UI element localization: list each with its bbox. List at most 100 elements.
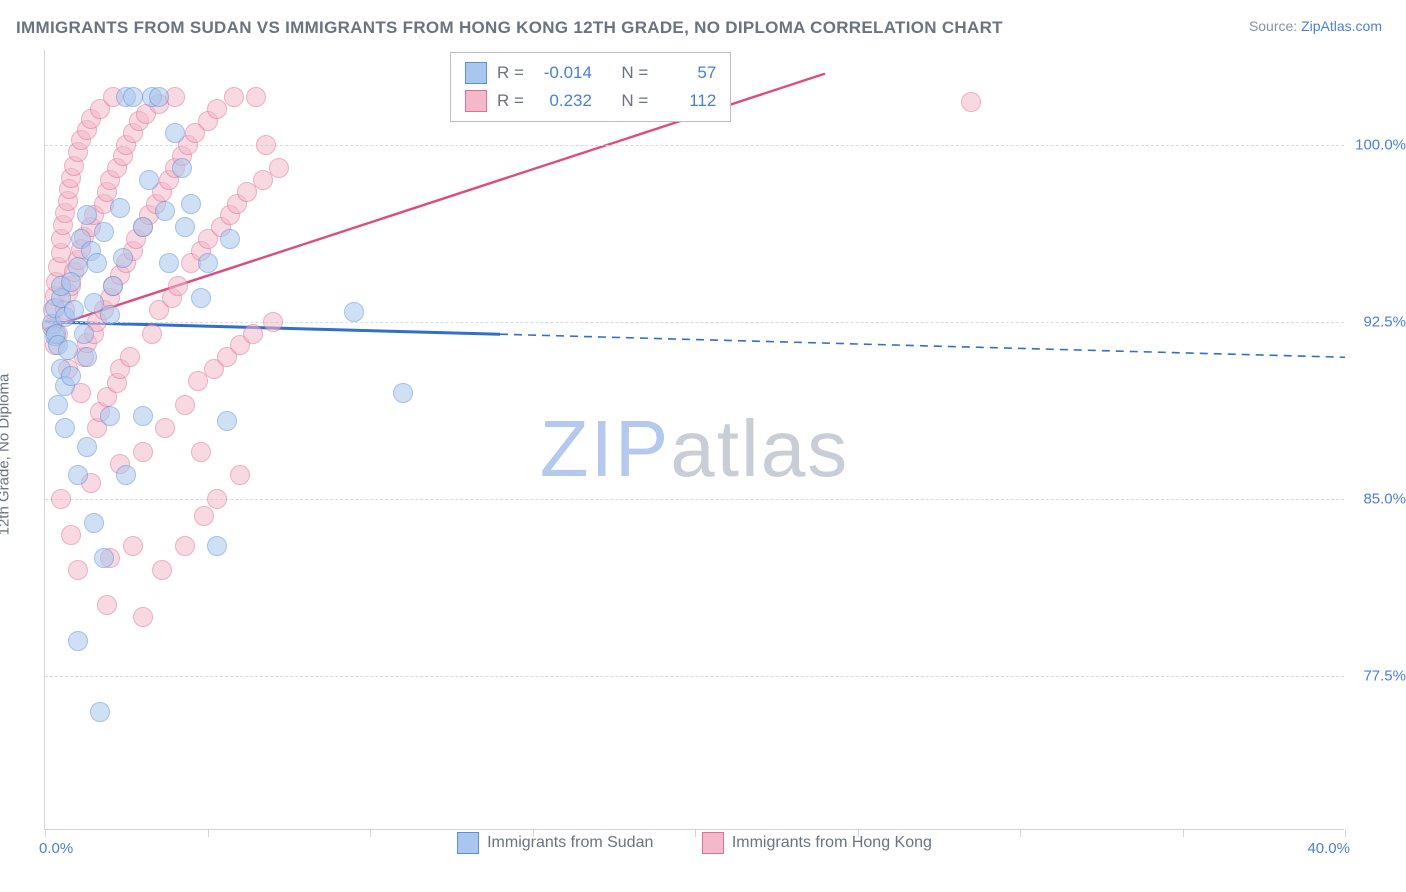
data-point — [61, 525, 81, 545]
data-point — [256, 135, 276, 155]
data-point — [191, 288, 211, 308]
data-point — [159, 253, 179, 273]
data-point — [269, 158, 289, 178]
x-tick-mark — [533, 829, 534, 837]
data-point — [155, 201, 175, 221]
y-tick-label: 92.5% — [1350, 313, 1406, 330]
data-point — [110, 198, 130, 218]
data-point — [90, 702, 110, 722]
y-tick-label: 100.0% — [1350, 136, 1406, 153]
swatch-icon — [702, 832, 724, 854]
data-point — [152, 560, 172, 580]
x-tick-mark — [208, 829, 209, 837]
x-tick-mark — [1020, 829, 1021, 837]
data-point — [220, 229, 240, 249]
legend-row-series-1: R = -0.014 N = 57 — [465, 59, 716, 87]
legend-item-1: Immigrants from Sudan — [457, 832, 653, 854]
x-tick-mark — [45, 829, 46, 837]
trend-lines — [45, 50, 1345, 830]
source-attribution: Source: ZipAtlas.com — [1249, 18, 1382, 34]
x-tick-mark — [1183, 829, 1184, 837]
data-point — [77, 347, 97, 367]
r-label: R = — [497, 63, 524, 83]
data-point — [51, 489, 71, 509]
watermark: ZIPatlas — [540, 403, 849, 495]
data-point — [207, 536, 227, 556]
data-point — [243, 324, 263, 344]
data-point — [191, 442, 211, 462]
data-point — [175, 217, 195, 237]
y-tick-label: 77.5% — [1350, 668, 1406, 685]
r-value-2: 0.232 — [534, 91, 592, 111]
series-1-name: Immigrants from Sudan — [487, 834, 653, 852]
n-label: N = — [621, 91, 648, 111]
data-point — [393, 383, 413, 403]
legend-item-2: Immigrants from Hong Kong — [702, 832, 932, 854]
data-point — [55, 418, 75, 438]
y-axis-label: 12th Grade, No Diploma — [0, 374, 13, 536]
data-point — [58, 340, 78, 360]
gridline-h — [45, 676, 1344, 677]
data-point — [48, 395, 68, 415]
data-point — [77, 437, 97, 457]
data-point — [207, 489, 227, 509]
x-tick-mark — [695, 829, 696, 837]
data-point — [61, 366, 81, 386]
data-point — [344, 302, 364, 322]
legend-row-series-2: R = 0.232 N = 112 — [465, 87, 716, 115]
correlation-legend: R = -0.014 N = 57 R = 0.232 N = 112 — [450, 52, 731, 122]
data-point — [116, 465, 136, 485]
gridline-h — [45, 145, 1344, 146]
data-point — [87, 253, 107, 273]
data-point — [246, 87, 266, 107]
data-point — [103, 276, 123, 296]
swatch-icon — [457, 832, 479, 854]
series-2-name: Immigrants from Hong Kong — [732, 834, 932, 852]
data-point — [194, 506, 214, 526]
data-point — [230, 465, 250, 485]
data-point — [168, 276, 188, 296]
data-point — [64, 300, 84, 320]
data-point — [133, 217, 153, 237]
data-point — [139, 170, 159, 190]
data-point — [100, 406, 120, 426]
data-point — [94, 548, 114, 568]
data-point — [74, 324, 94, 344]
data-point — [172, 158, 192, 178]
data-point — [68, 631, 88, 651]
data-point — [961, 92, 981, 112]
data-point — [94, 222, 114, 242]
n-label: N = — [621, 63, 648, 83]
data-point — [113, 248, 133, 268]
data-point — [97, 595, 117, 615]
data-point — [68, 465, 88, 485]
r-value-1: -0.014 — [534, 63, 592, 83]
data-point — [77, 205, 97, 225]
data-point — [100, 305, 120, 325]
x-tick-mark — [370, 829, 371, 837]
data-point — [123, 536, 143, 556]
data-point — [61, 272, 81, 292]
gridline-h — [45, 322, 1344, 323]
source-prefix: Source: — [1249, 18, 1301, 34]
scatter-plot: ZIPatlas R = -0.014 N = 57 R = 0.232 N =… — [44, 50, 1344, 830]
data-point — [217, 411, 237, 431]
source-link[interactable]: ZipAtlas.com — [1301, 18, 1382, 34]
x-tick-mark — [858, 829, 859, 837]
swatch-series-2 — [465, 90, 487, 112]
data-point — [123, 87, 143, 107]
data-point — [133, 442, 153, 462]
data-point — [165, 123, 185, 143]
data-point — [224, 87, 244, 107]
r-label: R = — [497, 91, 524, 111]
data-point — [133, 406, 153, 426]
data-point — [175, 395, 195, 415]
data-point — [263, 312, 283, 332]
data-point — [198, 253, 218, 273]
watermark-part-b: atlas — [670, 404, 849, 493]
n-value-2: 112 — [658, 91, 716, 111]
data-point — [142, 324, 162, 344]
data-point — [84, 513, 104, 533]
data-point — [155, 418, 175, 438]
data-point — [175, 536, 195, 556]
